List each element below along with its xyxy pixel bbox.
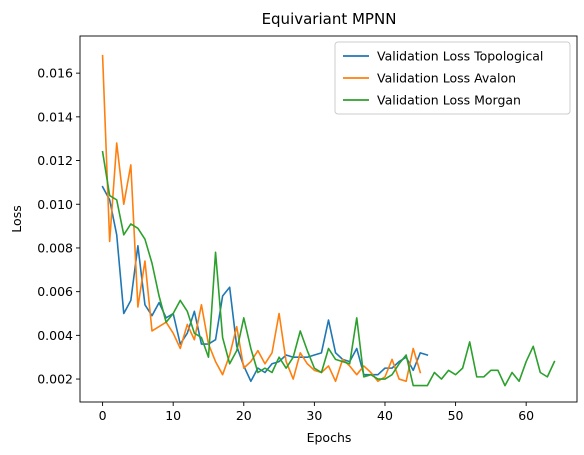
legend-label-0: Validation Loss Topological [377, 49, 543, 64]
x-tick-label: 60 [518, 408, 534, 423]
y-tick-label: 0.006 [37, 284, 73, 299]
y-tick-label: 0.008 [37, 240, 73, 255]
x-axis-label: Epochs [307, 430, 352, 445]
y-axis-label: Loss [9, 205, 24, 232]
legend-label-2: Validation Loss Morgan [377, 93, 521, 108]
axes: 0 10 20 30 40 50 60 0.002 0.004 0.006 0.008 0.010 0.… [37, 35, 578, 423]
x-tick-label: 0 [99, 408, 107, 423]
y-tick-label: 0.014 [37, 109, 73, 124]
y-tick-label: 0.004 [37, 328, 73, 343]
legend-box [334, 41, 571, 115]
x-tick-label: 40 [377, 408, 393, 423]
x-tick-label: 30 [306, 408, 322, 423]
chart-title: Equivariant MPNN [262, 10, 397, 28]
x-tick-label: 10 [165, 408, 181, 423]
x-tick-label: 20 [236, 408, 252, 423]
series-line-2 [101, 150, 556, 387]
plot-lines [101, 54, 556, 387]
y-tick-label: 0.012 [37, 153, 73, 168]
series-line-1 [101, 54, 422, 383]
y-tick-label: 0.002 [37, 372, 73, 387]
y-tick-label: 0.010 [37, 197, 73, 212]
x-tick-label: 50 [448, 408, 464, 423]
legend-label-1: Validation Loss Avalon [377, 71, 516, 86]
y-tick-label: 0.016 [37, 66, 73, 81]
series-line-0 [101, 185, 429, 383]
legend: Validation Loss Topological Validation Lo… [334, 41, 571, 115]
plot-frame [79, 35, 578, 403]
